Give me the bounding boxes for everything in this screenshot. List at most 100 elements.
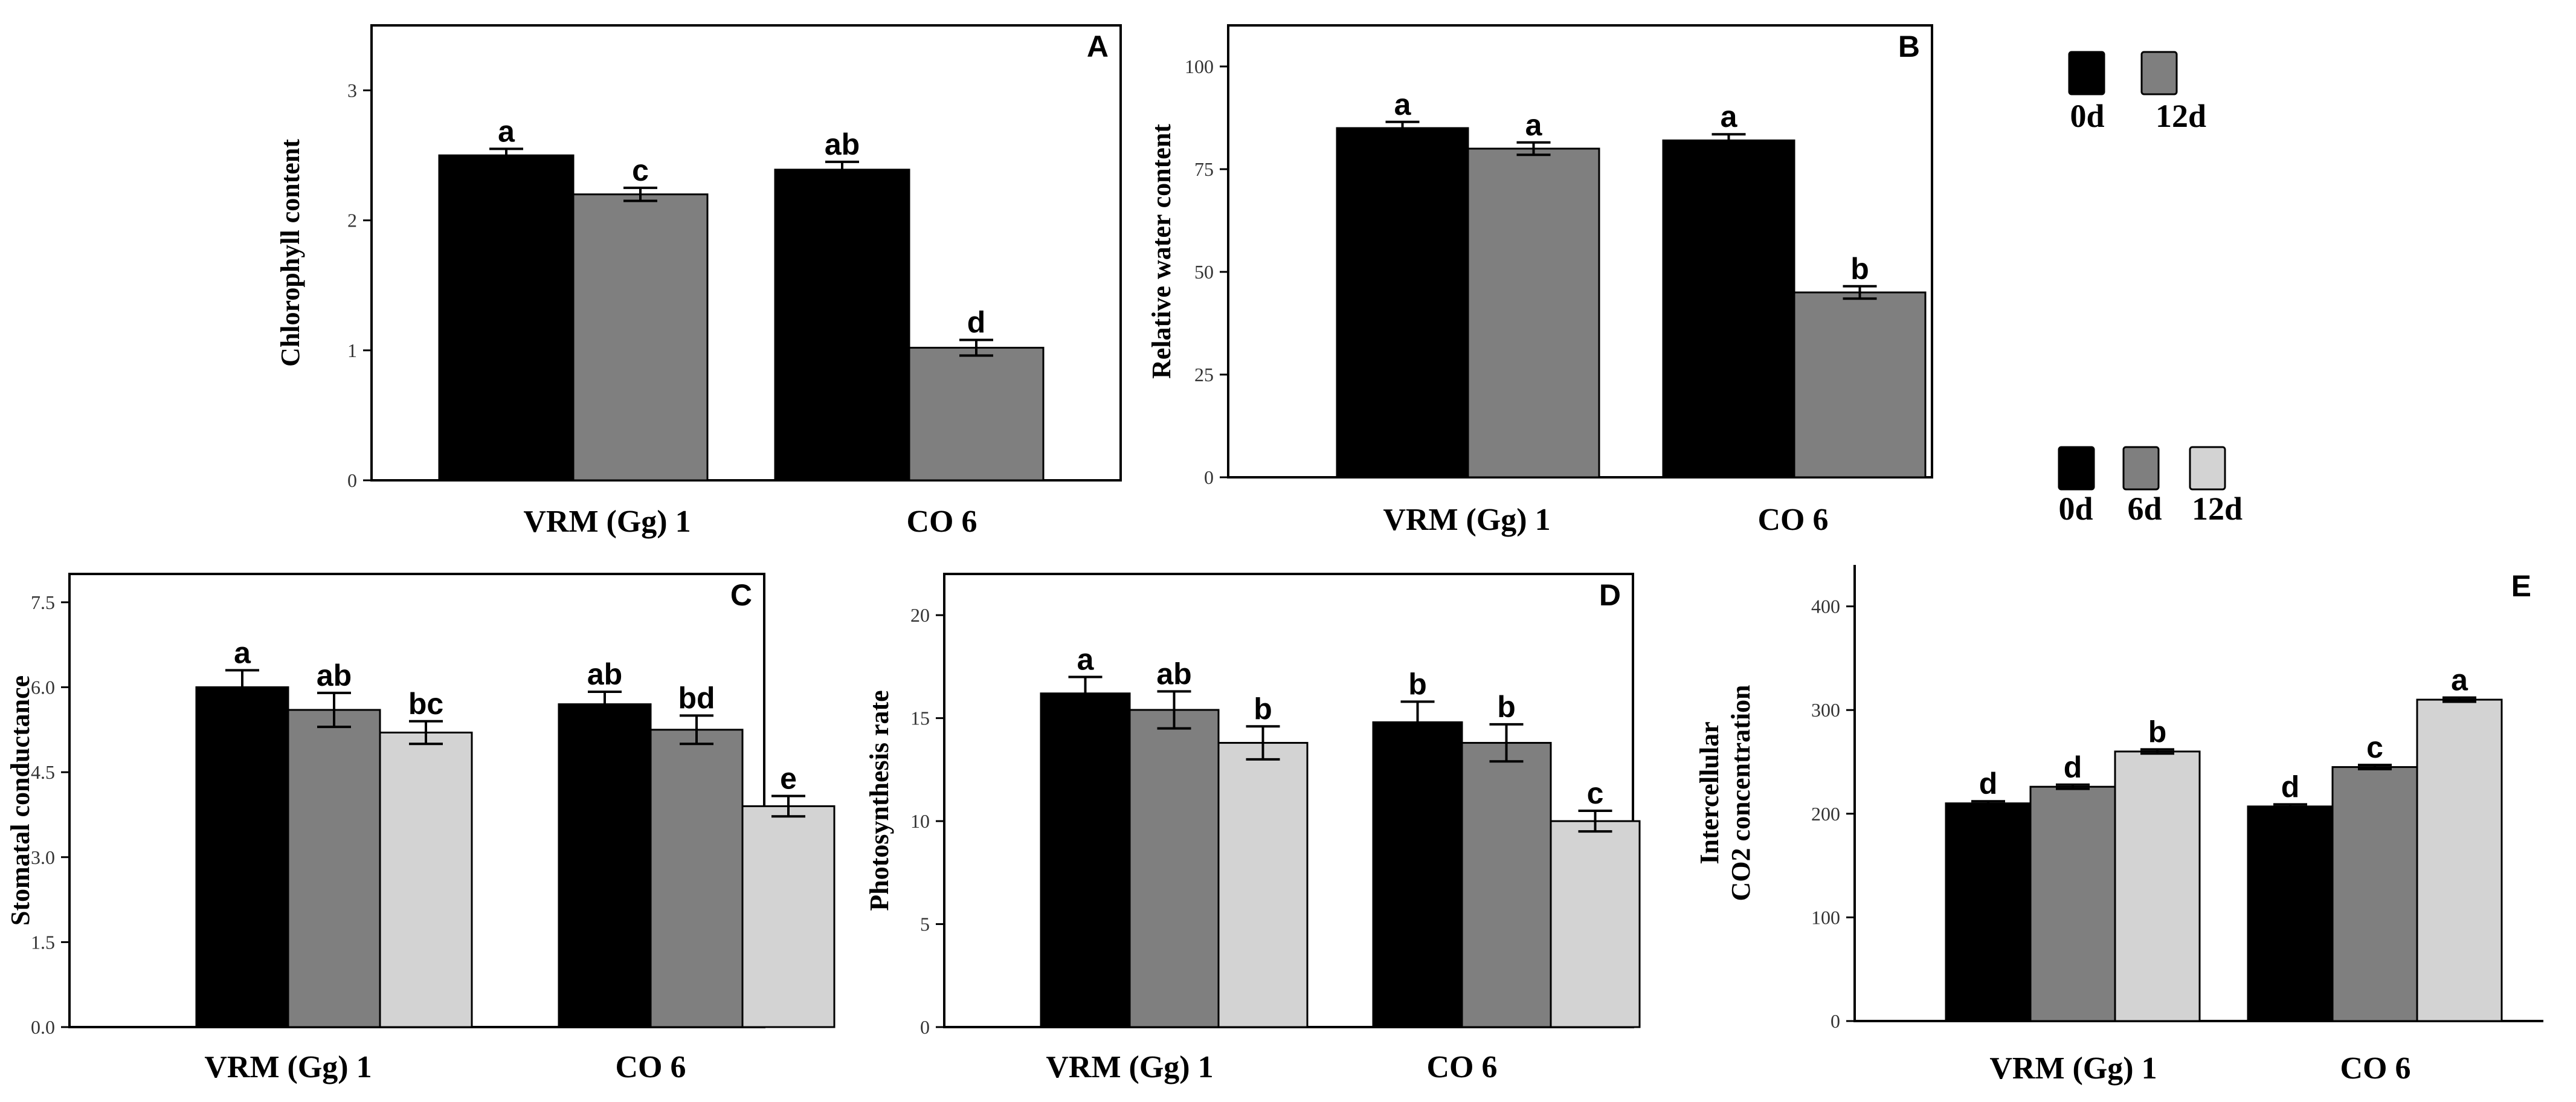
legend-swatch-12d — [2140, 51, 2178, 95]
panel-label: A — [1087, 30, 1109, 63]
x-category-label: VRM (Gg) 1 — [1046, 1050, 1213, 1084]
error-bar — [588, 691, 622, 718]
error-bar — [1157, 690, 1191, 730]
y-axis-title: Chlorophyll content — [275, 139, 305, 367]
bar-12d-2 — [1793, 291, 1927, 478]
significance-label: a — [2451, 663, 2468, 697]
error-bar — [489, 147, 523, 163]
y-tick-label: 200 — [1811, 803, 1840, 825]
bar-0d-2 — [1662, 139, 1795, 478]
bar-6d-2 — [649, 729, 744, 1028]
error-bar — [1516, 141, 1551, 156]
chart-panel-e: 0 100 200 300 400 d d d c b a VRM (Gg) 1 CO 6 Interce… — [1695, 565, 2543, 1086]
error-bar — [771, 794, 805, 818]
significance-label: a — [1721, 100, 1738, 134]
error-bar — [680, 714, 713, 746]
legend-swatch-0d — [2068, 51, 2105, 95]
error-bar — [2140, 748, 2174, 755]
bar-0d-1 — [195, 686, 289, 1028]
error-bar — [1711, 133, 1746, 148]
bar-12d-2 — [2416, 698, 2503, 1022]
legend-label: 12d — [2192, 491, 2243, 527]
y-tick-label: 10 — [910, 810, 930, 832]
y-tick-label: 2 — [347, 210, 357, 231]
y-tick-label: 400 — [1811, 596, 1840, 617]
y-tick-label: 50 — [1194, 261, 1214, 283]
y-tick-label: 6.0 — [31, 677, 55, 698]
bar-12d-1 — [572, 193, 709, 482]
significance-label: b — [1850, 252, 1869, 286]
significance-label: a — [1525, 108, 1543, 142]
panel-label: B — [1898, 30, 1920, 63]
error-bar — [1971, 800, 2005, 807]
error-bar — [623, 186, 657, 202]
significance-label: a — [1077, 642, 1095, 676]
legend-label: 0d — [2070, 98, 2104, 134]
legend-label: 0d — [2058, 491, 2093, 527]
y-tick-label: 25 — [1194, 364, 1214, 385]
bar-6d-1 — [287, 709, 381, 1028]
significance-label: a — [498, 114, 515, 148]
bar-12d-1 — [2114, 750, 2201, 1022]
plot-frame — [370, 24, 1122, 482]
y-tick-label: 3.0 — [31, 846, 55, 868]
bar-0d-1 — [1336, 127, 1469, 478]
legend-three: 0d 6d 12d — [2058, 446, 2243, 527]
significance-label: ab — [587, 657, 622, 691]
y-tick-label: 7.5 — [31, 591, 55, 613]
bar-0d-2 — [774, 169, 910, 482]
significance-label: d — [1979, 767, 1998, 801]
significance-label: b — [1497, 690, 1516, 724]
y-tick-label: 0 — [920, 1016, 930, 1038]
x-category-label: CO 6 — [2340, 1051, 2411, 1086]
bar-6d-1 — [1129, 709, 1220, 1028]
bar-12d-1 — [379, 732, 473, 1028]
y-tick-label: 75 — [1194, 158, 1214, 180]
significance-label: b — [2148, 715, 2167, 749]
x-category-label: VRM (Gg) 1 — [523, 504, 691, 539]
y-tick-label: 5 — [920, 914, 930, 935]
error-bar — [959, 338, 993, 357]
x-category-label: VRM (Gg) 1 — [204, 1050, 372, 1084]
error-bar — [1068, 675, 1103, 711]
error-bar — [317, 691, 351, 729]
y-tick-label: 0 — [1831, 1010, 1840, 1032]
error-bar — [2442, 696, 2476, 703]
bar-12d-1 — [1467, 147, 1600, 478]
bar-0d-2 — [1372, 721, 1463, 1028]
error-bar — [825, 160, 859, 179]
legend-swatch-0d — [2058, 446, 2095, 491]
bar-12d-2 — [908, 347, 1045, 482]
bar-6d-1 — [2029, 785, 2116, 1022]
y-axis-title: Photosynthesis rate — [865, 690, 894, 910]
y-tick-label: 0 — [1204, 466, 1214, 488]
significance-label: b — [1254, 692, 1272, 726]
significance-label: d — [967, 306, 986, 340]
error-bar — [1246, 725, 1280, 761]
y-tick-label: 1.5 — [31, 931, 55, 953]
y-tick-label: 100 — [1811, 906, 1840, 928]
panel-label: C — [730, 578, 752, 612]
x-category-label: CO 6 — [907, 504, 977, 539]
chart-panel-c: 0.0 1.5 3.0 4.5 6.0 7.5 a ab ab bd bc e VRM (Gg) 1 CO… — [5, 573, 836, 1084]
error-bar — [2273, 803, 2307, 810]
y-axis-title: Stomatal conductance — [5, 675, 35, 926]
significance-label: c — [2366, 730, 2383, 764]
panel-label: E — [2511, 569, 2531, 603]
error-bar — [1400, 700, 1435, 744]
bar-12d-2 — [1550, 820, 1641, 1028]
y-tick-label: 15 — [910, 707, 930, 729]
panel-label: D — [1599, 578, 1621, 612]
bar-6d-2 — [2331, 766, 2418, 1022]
error-bar — [1843, 285, 1877, 300]
error-bar — [225, 669, 259, 706]
legend-swatch-6d — [2122, 446, 2160, 491]
legend-two: 0d 12d — [2068, 51, 2206, 134]
bar-0d-2 — [2247, 805, 2334, 1022]
y-tick-label: 100 — [1185, 56, 1214, 77]
y-axis-title: IntercellularCO2 concentration — [1695, 685, 1756, 901]
x-category-label: CO 6 — [1758, 503, 1829, 537]
significance-label: ab — [317, 659, 352, 692]
